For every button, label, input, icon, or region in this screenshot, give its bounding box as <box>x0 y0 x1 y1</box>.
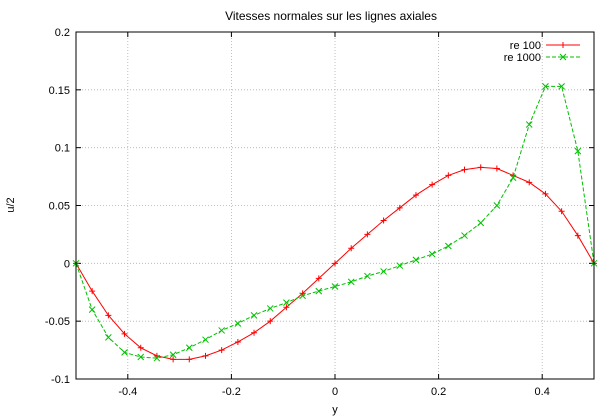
data-point-re-1000 <box>331 283 339 290</box>
data-point-re-100 <box>412 192 419 199</box>
data-point-re-1000 <box>299 292 306 300</box>
data-point-re-1000 <box>234 320 242 327</box>
data-point-re-1000 <box>218 327 226 334</box>
data-point-re-100 <box>461 166 468 173</box>
data-point-re-1000 <box>347 278 355 286</box>
legend-label-re-100: re 100 <box>510 40 541 52</box>
data-point-re-100 <box>186 356 193 363</box>
data-point-re-100 <box>493 165 500 172</box>
y-tick-label: 0.2 <box>55 27 70 39</box>
data-point-re-100 <box>137 344 144 351</box>
data-point-re-100 <box>121 330 128 337</box>
y-tick-label: 0.15 <box>49 85 70 97</box>
series-line-re-1000 <box>75 85 595 359</box>
data-point-re-100 <box>364 231 371 238</box>
data-point-re-1000 <box>137 353 145 361</box>
data-point-re-1000 <box>169 351 177 359</box>
chart-title: Vitesses normales sur les lignes axiales <box>225 9 437 23</box>
legend-label-re-1000: re 1000 <box>504 52 541 64</box>
data-point-re-1000 <box>412 256 420 264</box>
data-point-re-1000 <box>88 306 96 313</box>
data-point-re-1000 <box>509 174 517 182</box>
data-point-re-1000 <box>477 219 485 227</box>
data-point-re-100 <box>429 181 436 188</box>
data-point-re-100 <box>348 245 355 252</box>
x-tick-label: -0.2 <box>222 386 241 398</box>
data-point-re-100 <box>445 172 452 179</box>
x-tick-label: 0.4 <box>535 386 550 398</box>
data-point-re-100 <box>234 338 241 345</box>
y-tick-label: 0 <box>64 258 70 270</box>
data-point-re-100 <box>267 318 274 325</box>
y-tick-label: -0.1 <box>51 374 70 386</box>
y-tick-label: 0.1 <box>55 143 70 155</box>
data-point-re-100 <box>105 312 112 319</box>
data-point-re-1000 <box>574 147 582 155</box>
data-point-re-1000 <box>153 354 161 362</box>
y-tick-label: 0.05 <box>49 201 70 213</box>
data-point-re-100 <box>558 208 565 215</box>
gridlines <box>76 31 594 380</box>
data-point-re-100 <box>332 260 338 267</box>
data-point-re-1000 <box>444 242 452 250</box>
y-axis-label: u/2 <box>5 197 17 212</box>
data-point-re-100 <box>251 329 258 336</box>
data-point-re-1000 <box>283 299 290 307</box>
data-point-re-1000 <box>380 268 387 275</box>
data-point-re-100 <box>396 204 403 211</box>
data-point-re-100 <box>315 275 322 282</box>
data-point-re-100 <box>202 352 209 359</box>
legend-marker-re-100 <box>560 42 566 48</box>
data-point-re-100 <box>542 190 549 197</box>
data-point-re-100 <box>170 356 177 363</box>
data-point-re-100 <box>574 232 581 239</box>
plot-frame <box>75 31 595 380</box>
data-point-re-100 <box>477 164 484 171</box>
data-point-re-1000 <box>185 344 193 352</box>
data-point-re-1000 <box>493 202 501 209</box>
y-tick-label: -0.05 <box>45 316 70 328</box>
data-point-re-1000 <box>542 83 549 90</box>
x-axis-label: y <box>332 404 338 416</box>
series-layer <box>72 83 598 363</box>
data-point-re-100 <box>283 304 290 311</box>
data-point-re-1000 <box>266 305 274 312</box>
data-point-re-100 <box>218 347 225 354</box>
data-point-re-1000 <box>121 349 128 356</box>
data-point-re-1000 <box>525 121 533 128</box>
axis-ticks: -0.4 -0.2 0 0.2 0.4 -0.1 -0.05 0 0.05 0.1 0.15 0.2 <box>45 27 594 398</box>
data-point-re-1000 <box>315 287 323 295</box>
data-point-re-100 <box>526 179 533 186</box>
data-point-re-1000 <box>558 83 565 90</box>
data-point-re-100 <box>380 217 387 224</box>
data-point-re-1000 <box>396 262 404 270</box>
data-point-re-1000 <box>428 250 436 258</box>
data-point-re-1000 <box>364 272 371 280</box>
data-point-re-1000 <box>461 232 468 239</box>
data-point-re-100 <box>89 288 96 295</box>
data-point-re-1000 <box>105 334 112 341</box>
x-tick-label: -0.4 <box>118 386 137 398</box>
data-point-re-1000 <box>250 312 258 319</box>
legend-marker-re-1000 <box>559 53 567 61</box>
data-point-re-1000 <box>202 336 209 344</box>
x-tick-label: 0.2 <box>431 386 446 398</box>
x-tick-label: 0 <box>332 386 338 398</box>
